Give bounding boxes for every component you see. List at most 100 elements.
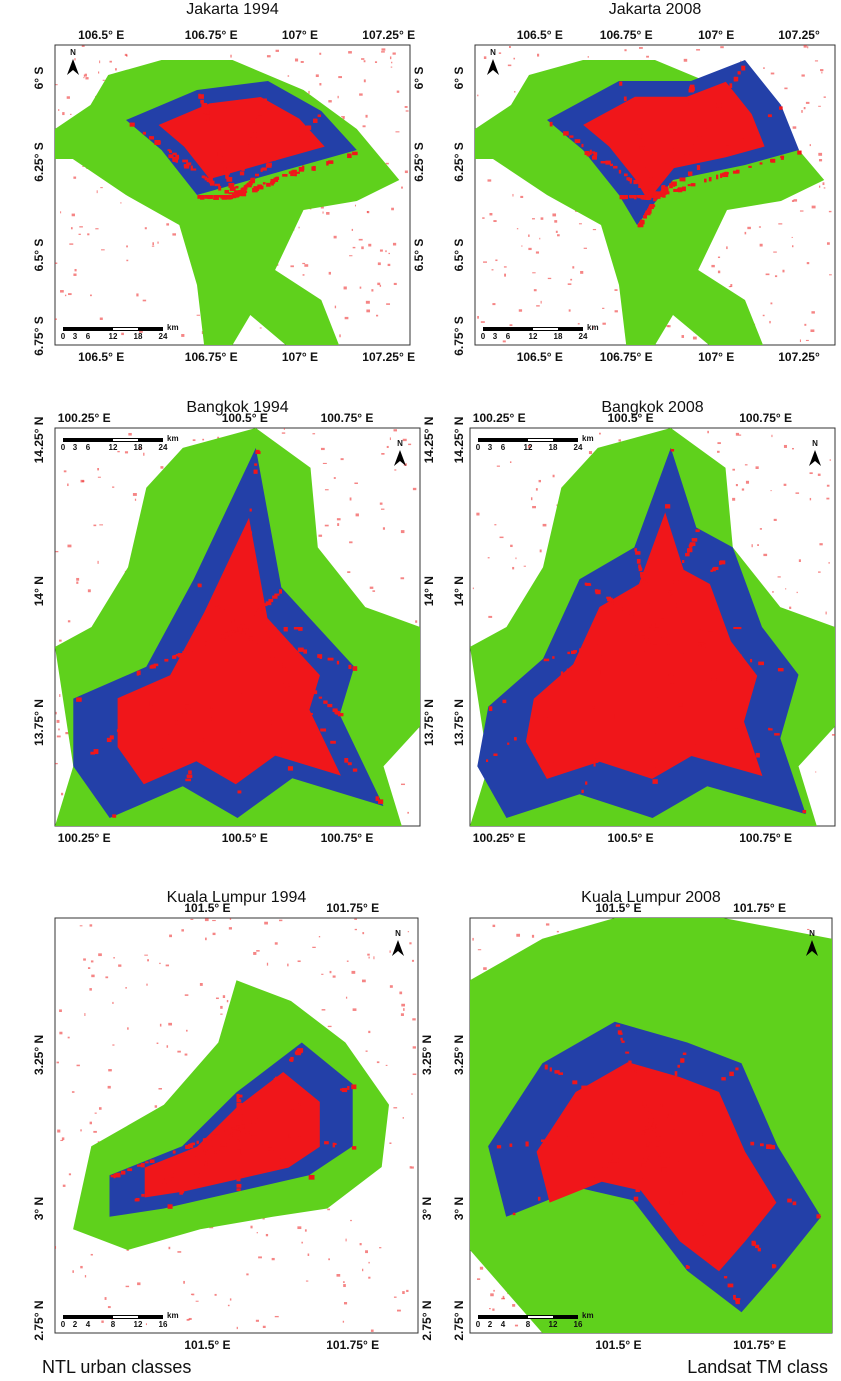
speck	[390, 66, 393, 68]
urban-speck	[679, 706, 683, 712]
scale-label: 18	[134, 332, 143, 341]
speck	[196, 314, 201, 316]
urban-speck	[185, 704, 191, 709]
speck	[159, 1023, 162, 1027]
urban-speck	[653, 198, 657, 202]
urban-speck	[694, 1175, 698, 1181]
speck	[763, 553, 768, 557]
speck	[401, 1003, 406, 1007]
urban-speck	[777, 668, 784, 672]
urban-speck	[797, 150, 802, 155]
speck	[407, 931, 410, 933]
urban-speck	[688, 544, 693, 548]
urban-speck	[182, 159, 189, 163]
urban-speck	[584, 582, 587, 586]
urban-speck	[618, 169, 622, 174]
urban-speck	[689, 86, 692, 90]
urban-speck	[650, 625, 655, 631]
speck	[556, 930, 559, 933]
urban-speck	[281, 1133, 287, 1139]
urban-speck	[556, 1137, 561, 1141]
urban-speck	[671, 181, 674, 186]
urban-speck	[733, 76, 737, 82]
urban-speck	[279, 743, 282, 748]
left-tick-label: 6° S	[32, 67, 46, 90]
top-tick-label: 100.25° E	[58, 411, 111, 425]
speck	[94, 1112, 97, 1114]
urban-speck	[543, 713, 548, 718]
speck	[809, 472, 813, 475]
speck	[352, 1008, 357, 1011]
urban-speck	[681, 598, 687, 603]
speck	[818, 185, 821, 188]
speck	[400, 783, 405, 786]
speck	[345, 1238, 347, 1242]
urban-speck	[256, 1099, 261, 1103]
urban-speck	[282, 750, 287, 755]
urban-speck	[196, 1140, 199, 1144]
urban-speck	[688, 144, 694, 149]
scale-unit: km	[167, 323, 179, 332]
urban-speck	[148, 136, 155, 140]
speck	[342, 1320, 345, 1323]
scale-label: 12	[549, 1320, 558, 1329]
speck	[220, 1005, 223, 1009]
urban-speck	[261, 605, 265, 611]
speck	[717, 450, 720, 453]
urban-speck	[572, 1080, 578, 1085]
left-tick-label: 6.5° S	[452, 239, 466, 272]
urban-speck	[730, 652, 734, 655]
urban-speck	[167, 149, 171, 152]
urban-speck	[611, 1150, 617, 1154]
speck	[494, 524, 497, 526]
urban-speck	[621, 195, 625, 199]
urban-speck	[652, 779, 658, 784]
urban-speck	[650, 181, 655, 185]
top-tick-label: 100.25° E	[473, 411, 526, 425]
urban-speck	[653, 195, 659, 199]
speck	[128, 432, 132, 436]
urban-speck	[236, 1139, 240, 1142]
speck	[770, 302, 773, 305]
speck	[476, 512, 480, 516]
speck	[552, 474, 555, 478]
urban-speck	[248, 627, 252, 630]
speck	[124, 53, 128, 56]
urban-speck	[311, 166, 314, 171]
speck	[169, 934, 172, 938]
urban-speck	[299, 131, 304, 137]
speck	[791, 447, 794, 450]
speck	[796, 591, 798, 594]
urban-speck	[654, 1141, 659, 1147]
urban-speck	[750, 658, 753, 663]
urban-speck	[646, 1113, 652, 1118]
urban-speck	[802, 809, 807, 814]
right-tick-label: 14.25° N	[422, 417, 436, 464]
speck	[379, 502, 383, 505]
speck	[362, 125, 366, 128]
speck	[262, 1218, 265, 1220]
speck	[367, 953, 370, 956]
speck	[59, 1031, 63, 1035]
urban-speck	[237, 703, 242, 708]
urban-speck	[300, 1136, 305, 1142]
urban-speck	[485, 759, 489, 763]
urban-speck	[292, 1135, 296, 1140]
urban-speck	[149, 701, 153, 706]
urban-speck	[155, 140, 161, 145]
scale-label: 12	[109, 443, 118, 452]
urban-speck	[727, 1283, 734, 1288]
urban-speck	[217, 151, 223, 157]
speck	[55, 262, 58, 264]
speck	[74, 58, 76, 61]
urban-speck	[691, 538, 698, 542]
urban-speck	[220, 1131, 226, 1137]
urban-speck	[644, 1129, 650, 1133]
urban-speck	[612, 1103, 618, 1108]
scale-label: 6	[501, 443, 506, 452]
speck	[126, 259, 129, 262]
scale-label: 0	[61, 332, 66, 341]
speck	[396, 90, 400, 93]
urban-speck	[639, 221, 642, 224]
urban-speck	[677, 1231, 681, 1235]
